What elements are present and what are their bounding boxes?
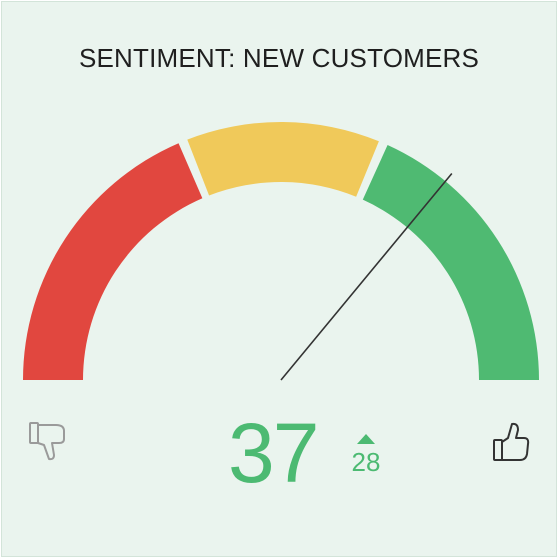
gauge-segment-neutral [187, 121, 379, 197]
sentiment-change: 28 [346, 434, 386, 476]
trend-up-icon [357, 434, 375, 444]
thumbs-up-icon [492, 420, 536, 471]
thumbs-down-icon [26, 417, 70, 468]
sentiment-change-value: 28 [351, 447, 381, 477]
gauge-segment-negative [23, 143, 203, 380]
widget-title: SENTIMENT: NEW CUSTOMERS [78, 43, 480, 73]
gauge-needle [280, 172, 453, 381]
gauge-segment-positive [362, 145, 539, 380]
sentiment-score: 37 [228, 406, 319, 500]
